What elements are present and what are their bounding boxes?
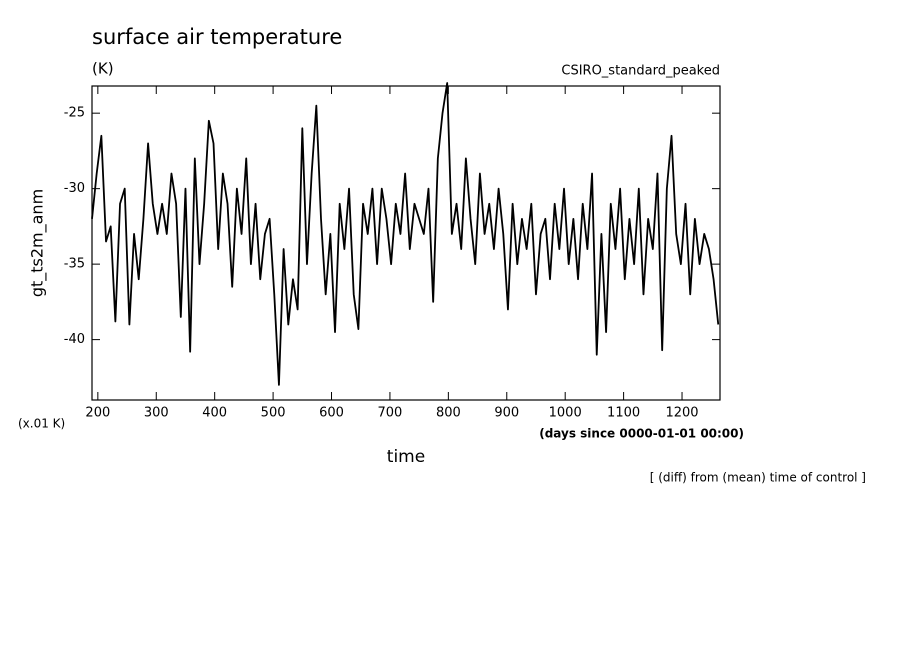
x-tick-label: 1200: [665, 406, 698, 421]
x-tick-label: 1000: [549, 406, 582, 421]
y-tick-label: -25: [64, 106, 85, 121]
data-line: [91, 82, 720, 386]
y-tick-label: -35: [64, 257, 85, 272]
x-tick-label: 900: [494, 406, 519, 421]
x-tick-label: 800: [436, 406, 461, 421]
y-axis-label: gt_ts2m_anm: [28, 189, 48, 297]
x-tick-label: 500: [261, 406, 286, 421]
footnote: [ (diff) from (mean) time of control ]: [650, 471, 866, 485]
subtitle: CSIRO_standard_peaked: [561, 64, 720, 79]
x-tick-label: 1100: [607, 406, 640, 421]
x-tick-label: 200: [85, 406, 110, 421]
y-tick-label: -30: [64, 181, 85, 196]
x-units: (days since 0000-01-01 00:00): [539, 427, 744, 441]
plot-frame: [91, 85, 721, 401]
y-tick-label: -40: [64, 332, 85, 347]
x-tick-label: 400: [202, 406, 227, 421]
x-tick-label: 300: [144, 406, 169, 421]
units: (K): [92, 60, 114, 78]
y-scale-note: (x.01 K): [18, 417, 65, 431]
x-axis-label: time: [387, 447, 425, 467]
chart-title: surface air temperature: [92, 25, 342, 49]
x-tick-label: 600: [319, 406, 344, 421]
x-tick-label: 700: [378, 406, 403, 421]
